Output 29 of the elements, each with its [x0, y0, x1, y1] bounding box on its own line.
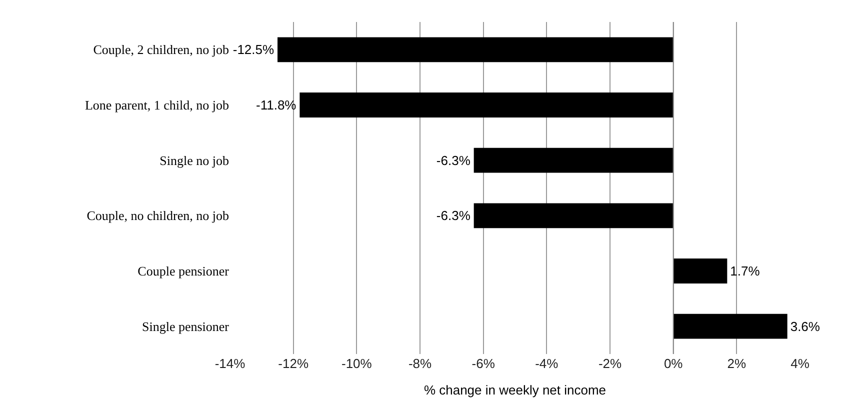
bar [673, 314, 788, 339]
x-tick-label: -6% [472, 356, 496, 371]
x-axis-title: % change in weekly net income [424, 382, 606, 398]
bar [278, 37, 674, 62]
data-label: -11.8% [256, 98, 297, 112]
data-label: 3.6% [790, 318, 820, 334]
y-tick-label: Lone parent, 1 child, no job [84, 98, 229, 113]
bar [673, 258, 728, 284]
bar [474, 148, 674, 173]
data-label: -6.3% [436, 208, 471, 224]
x-tick-label: -14% [214, 356, 246, 371]
x-tick-label: 2% [727, 356, 746, 371]
data-label: -12.5% [232, 42, 274, 58]
y-tick-label: Single no job [160, 152, 229, 168]
data-label: 1.7% [730, 264, 760, 278]
x-tick-label: 0% [664, 356, 684, 371]
y-tick-label: Couple, no children, no job [86, 208, 229, 224]
y-tick-label: Couple, 2 children, no job [93, 42, 229, 58]
bar [300, 92, 674, 118]
data-label: -6.3% [436, 152, 471, 168]
y-tick-label: Single pensioner [142, 318, 230, 334]
x-tick-label: -4% [535, 356, 559, 371]
x-tick-label: -8% [408, 356, 432, 371]
y-tick-label: Couple pensioner [138, 264, 230, 279]
bar [474, 203, 674, 228]
x-tick-label: -2% [598, 356, 622, 371]
x-tick-label: -12% [278, 356, 309, 371]
x-tick-label: 4% [790, 356, 810, 371]
x-tick-label: -10% [341, 356, 372, 371]
